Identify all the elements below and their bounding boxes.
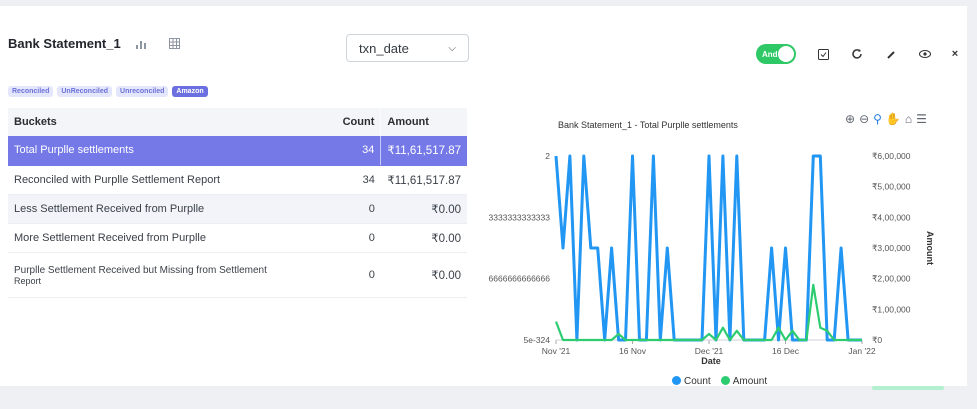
bucket-name: Purplle Settlement Received but Missing … [14, 264, 267, 276]
bucket-amount: ₹0.00 [380, 252, 467, 298]
table-row[interactable]: Purplle Settlement Received but Missing … [8, 252, 467, 298]
bucket-count: 0 [336, 223, 381, 253]
refresh-icon[interactable] [850, 47, 864, 61]
and-toggle[interactable]: And [756, 44, 796, 64]
reconciliation-panel: Bank Statement_1 txn_date ⌵ And × Reco [0, 6, 967, 387]
bucket-name-cell: Purplle Settlement Received but Missing … [8, 252, 337, 298]
col-header-amount: Amount [380, 108, 467, 136]
eye-icon[interactable] [918, 47, 932, 61]
tag-amazon[interactable]: Amazon [172, 86, 208, 97]
bucket-count: 34 [336, 136, 382, 166]
bucket-name: Total Purplle settlements [8, 136, 337, 166]
tag-unreconciled-lower[interactable]: Unreconciled [116, 86, 169, 97]
bar-chart-icon[interactable] [135, 38, 147, 50]
legend-item-amount[interactable]: Amount [720, 376, 768, 387]
checkbox-icon[interactable] [816, 47, 830, 61]
home-icon[interactable]: ⌂ [904, 112, 913, 126]
chart-toolbar: ⊕ ⊖ ⚲ ✋ ⌂ ☰ [845, 112, 927, 126]
x-axis-label: Date [701, 356, 721, 366]
panel-title: Bank Statement_1 [8, 36, 121, 51]
legend-swatch-amount [720, 376, 730, 385]
close-icon[interactable]: × [951, 48, 959, 60]
y-right-tick-label: ₹2,00,000 [872, 274, 911, 284]
legend-label-count: Count [684, 376, 711, 387]
y-right-tick-label: ₹5,00,000 [872, 182, 911, 192]
x-tick-label: Nov '21 [542, 346, 571, 356]
y-right-tick-label: ₹3,00,000 [872, 243, 911, 253]
table-row[interactable]: More Settlement Received from Purplle 0 … [8, 223, 467, 253]
toggle-label: And [762, 49, 778, 59]
col-header-count: Count [336, 108, 382, 136]
x-tick-label: 16 Nov [619, 346, 647, 356]
tag-reconciled[interactable]: Reconciled [8, 86, 54, 97]
pan-icon[interactable]: ✋ [885, 112, 901, 126]
scroll-indicator [872, 386, 944, 390]
bucket-name: Reconciled with Purplle Settlement Repor… [8, 165, 337, 195]
tag-unreconciled[interactable]: UnReconciled [57, 86, 113, 97]
y-left-tick-label: 5e-324 [524, 335, 551, 345]
table-row[interactable]: Total Purplle settlements 34 ₹11,61,517.… [8, 136, 467, 166]
bucket-name: More Settlement Received from Purplle [8, 223, 337, 253]
y-left-tick-label: 6666666666666 [489, 274, 551, 284]
y-right-tick-label: ₹0 [872, 335, 882, 345]
table-header-row: Buckets Count Amount [8, 108, 467, 136]
toggle-knob [778, 46, 794, 62]
zoom-select-icon[interactable]: ⚲ [873, 112, 882, 126]
x-tick-label: Dec '21 [695, 346, 724, 356]
filter-tags: Reconciled UnReconciled Unreconciled Ama… [8, 86, 208, 97]
y-right-tick-label: ₹6,00,000 [872, 151, 911, 161]
zoom-out-icon[interactable]: ⊖ [859, 112, 870, 126]
legend-label-amount: Amount [732, 376, 768, 387]
chart-title: Bank Statement_1 - Total Purplle settlem… [558, 120, 738, 130]
bucket-count: 0 [336, 252, 381, 298]
bucket-amount: ₹0.00 [380, 223, 467, 253]
table-icon[interactable] [168, 38, 180, 49]
chart-legend: Count Amount [672, 376, 767, 387]
toolbar: And × [756, 44, 962, 64]
zoom-in-icon[interactable]: ⊕ [845, 112, 856, 126]
panel-header: Bank Statement_1 [8, 36, 180, 51]
legend-swatch-count [672, 376, 681, 385]
y-left-tick-label: 3333333333333 [489, 212, 551, 222]
bucket-amount: ₹0.00 [380, 194, 467, 224]
date-field-value: txn_date [359, 40, 409, 56]
bucket-name: Less Settlement Received from Purplle [8, 194, 337, 224]
date-field-select[interactable]: txn_date ⌵ [346, 34, 469, 62]
x-tick-label: 16 Dec [772, 346, 800, 356]
bucket-count: 34 [336, 165, 381, 195]
legend-item-count[interactable]: Count [672, 376, 711, 387]
table-row[interactable]: Reconciled with Purplle Settlement Repor… [8, 165, 467, 195]
bucket-amount: ₹11,61,517.87 [380, 136, 467, 166]
table-row[interactable]: Less Settlement Received from Purplle 0 … [8, 194, 467, 224]
y-left-tick-label: 2 [545, 151, 550, 161]
bucket-count: 0 [336, 194, 381, 224]
buckets-table: Buckets Count Amount Total Purplle settl… [8, 108, 467, 298]
bucket-name-continued: Report [14, 275, 42, 286]
chevron-down-icon: ⌵ [448, 42, 456, 54]
y-right-axis-label: Amount [925, 231, 935, 265]
col-header-buckets: Buckets [8, 108, 337, 136]
edit-icon[interactable] [884, 47, 898, 61]
menu-icon[interactable]: ☰ [916, 112, 927, 126]
series-line-count [554, 154, 862, 342]
x-tick-label: Jan '22 [848, 346, 875, 356]
y-right-tick-label: ₹1,00,000 [872, 304, 911, 314]
bucket-amount: ₹11,61,517.87 [380, 165, 467, 195]
y-right-tick-label: ₹4,00,000 [872, 212, 911, 222]
settlements-line-chart: 2 3333333333333 6666666666666 5e-324 ₹6,00,0… [489, 151, 935, 366]
series-line-amount [554, 283, 862, 342]
